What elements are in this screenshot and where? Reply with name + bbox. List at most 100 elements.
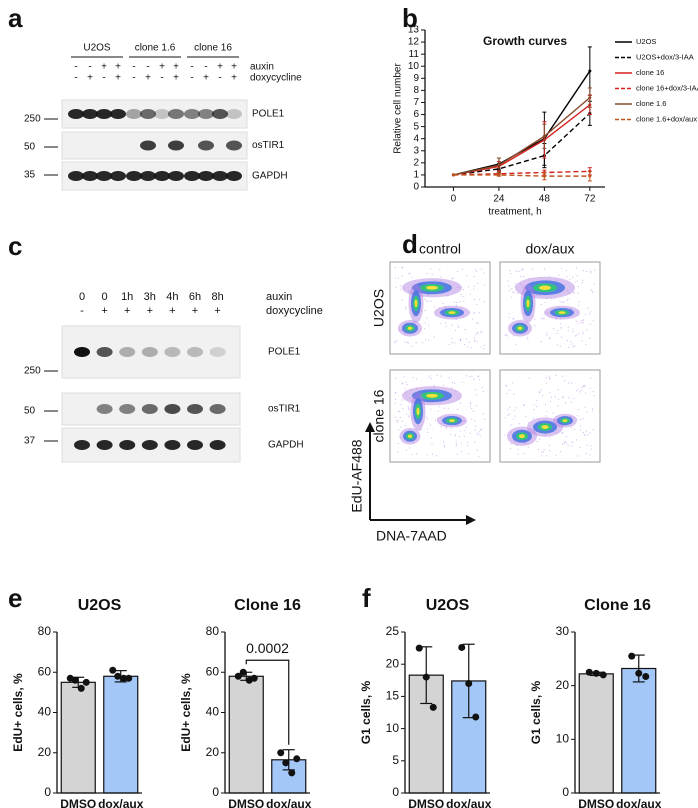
flow-event bbox=[549, 378, 551, 380]
flow-event bbox=[558, 426, 560, 428]
flow-event bbox=[451, 381, 453, 384]
x-tick-label: dox/aux bbox=[616, 797, 662, 808]
blot-band bbox=[140, 140, 156, 151]
y-tick-label: 80 bbox=[38, 624, 52, 638]
flow-event bbox=[431, 444, 433, 446]
blot-band bbox=[126, 171, 142, 181]
flow-event bbox=[577, 304, 580, 306]
flow-event bbox=[506, 392, 508, 395]
flow-event bbox=[545, 433, 547, 435]
y-axis-title: G1 cells, % bbox=[359, 680, 373, 744]
flow-event bbox=[473, 285, 475, 287]
lane-sign: - bbox=[102, 73, 105, 84]
flow-event bbox=[574, 428, 576, 430]
flow-event bbox=[508, 312, 510, 315]
flow-event bbox=[401, 266, 403, 268]
flow-event bbox=[462, 288, 465, 291]
flow-event bbox=[400, 426, 402, 428]
lane-sign: 0 bbox=[102, 291, 108, 303]
flow-density bbox=[539, 285, 551, 290]
flow-event bbox=[582, 333, 584, 335]
flow-event bbox=[523, 404, 526, 406]
flow-event bbox=[402, 267, 404, 269]
flow-event bbox=[462, 296, 464, 298]
flow-event bbox=[592, 428, 594, 431]
y-tick-label: 9 bbox=[413, 73, 419, 84]
flow-event bbox=[565, 270, 567, 272]
flow-event bbox=[533, 408, 535, 411]
lane-sign: 4h bbox=[166, 291, 178, 303]
blot-band bbox=[198, 109, 214, 119]
blot-band bbox=[141, 404, 158, 414]
axis-title: DNA-7AAD bbox=[376, 528, 447, 544]
flow-event bbox=[475, 303, 478, 306]
flow-event bbox=[517, 453, 519, 455]
flow-event bbox=[569, 340, 572, 343]
flow-event bbox=[421, 310, 423, 313]
flow-event bbox=[480, 429, 483, 431]
flow-event bbox=[521, 268, 524, 270]
flow-event bbox=[440, 375, 442, 377]
flow-event bbox=[426, 272, 428, 275]
flow-event bbox=[476, 332, 479, 334]
flow-event bbox=[460, 293, 462, 296]
y-tick-label: 10 bbox=[408, 61, 420, 72]
flow-event bbox=[590, 289, 592, 291]
flow-event bbox=[510, 431, 512, 433]
flow-event bbox=[408, 416, 410, 418]
lane-sign: 6h bbox=[189, 291, 201, 303]
flow-event bbox=[476, 340, 478, 343]
flow-event bbox=[504, 417, 506, 419]
flow-event bbox=[577, 322, 579, 324]
lane-sign: - bbox=[146, 62, 149, 73]
flow-event bbox=[408, 415, 410, 417]
flow-event bbox=[555, 317, 557, 319]
flow-event bbox=[474, 429, 476, 431]
flow-event bbox=[520, 269, 522, 271]
flow-event bbox=[402, 408, 404, 410]
flow-event bbox=[474, 425, 477, 427]
blot-band bbox=[96, 440, 113, 450]
flow-event bbox=[483, 301, 486, 303]
flow-event bbox=[562, 425, 565, 427]
flow-event bbox=[543, 318, 545, 320]
flow-event bbox=[482, 413, 485, 415]
flow-event bbox=[557, 330, 559, 332]
flow-event bbox=[467, 346, 469, 348]
flow-event bbox=[568, 292, 570, 295]
flow-event bbox=[457, 408, 459, 411]
x-tick-label: DMSO bbox=[60, 797, 96, 808]
flow-event bbox=[457, 270, 459, 273]
lane-sign: + bbox=[115, 73, 121, 84]
flow-event bbox=[476, 449, 478, 451]
blot-band bbox=[154, 171, 170, 181]
flow-event bbox=[578, 409, 580, 411]
flow-event bbox=[592, 319, 594, 321]
flow-event bbox=[576, 274, 579, 277]
blot-band bbox=[198, 140, 214, 151]
flow-event bbox=[517, 292, 519, 295]
lane-sign: + bbox=[87, 73, 93, 84]
flow-event bbox=[544, 404, 547, 406]
flow-event bbox=[455, 329, 457, 332]
flow-event bbox=[474, 389, 477, 391]
flow-event bbox=[452, 277, 454, 279]
flow-event bbox=[458, 326, 460, 329]
flow-event bbox=[545, 382, 547, 384]
flow-event bbox=[552, 327, 555, 330]
flow-event bbox=[586, 411, 588, 413]
blot-band bbox=[212, 171, 228, 181]
x-axis-title: treatment, h bbox=[488, 207, 541, 218]
marker-label: 250 bbox=[24, 366, 41, 377]
flow-event bbox=[401, 299, 403, 301]
data-point bbox=[114, 672, 122, 680]
flow-event bbox=[559, 301, 561, 303]
bar bbox=[621, 667, 657, 794]
flow-event bbox=[438, 406, 440, 408]
flow-event bbox=[430, 300, 432, 302]
panel-letter: b bbox=[402, 3, 418, 33]
y-tick-label: 20 bbox=[38, 745, 52, 759]
flow-event bbox=[408, 447, 411, 449]
blot-band bbox=[96, 109, 112, 119]
y-axis-title: G1 cells, % bbox=[529, 680, 543, 744]
